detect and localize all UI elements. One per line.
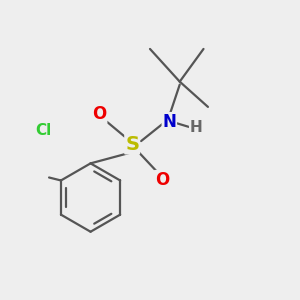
Text: Cl: Cl <box>35 123 51 138</box>
Text: O: O <box>155 171 169 189</box>
Text: O: O <box>92 105 106 123</box>
Text: N: N <box>162 113 176 131</box>
Text: S: S <box>125 135 139 154</box>
Text: H: H <box>190 120 202 135</box>
